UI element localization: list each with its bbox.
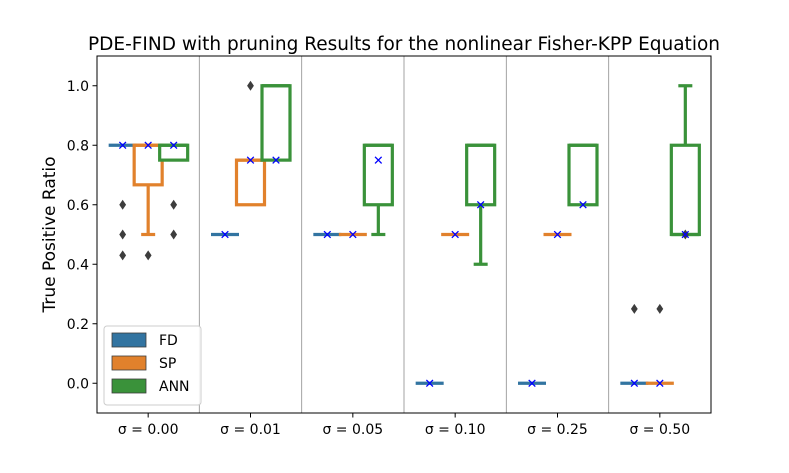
box-sp [234, 80, 267, 207]
box-sp [543, 230, 572, 239]
box-fd [620, 303, 649, 388]
legend-label-fd: FD [159, 333, 178, 349]
y-tick-label: 0.0 [67, 376, 89, 392]
box-sp [338, 230, 367, 239]
box-fd [108, 141, 137, 261]
mean-marker-stroke [144, 141, 152, 150]
legend: FD SP ANN [103, 325, 202, 406]
mean-marker [451, 230, 459, 239]
legend-swatch-ann [111, 378, 147, 394]
box-fd [211, 230, 239, 239]
legend-swatch-fd [111, 332, 147, 348]
x-tick-label: σ = 0.10 [425, 422, 486, 438]
outlier-point [119, 229, 127, 240]
box-body [362, 143, 394, 207]
outlier-point [630, 303, 638, 314]
mean-marker [579, 200, 587, 209]
box-ann [158, 141, 190, 240]
mean-marker [144, 141, 152, 150]
mean-marker [528, 379, 536, 388]
outlier-point [170, 199, 178, 210]
box-fd [313, 230, 342, 239]
y-axis-label: True Positive Ratio [40, 156, 60, 313]
outlier-point [119, 199, 127, 210]
mean-marker-stroke [630, 379, 639, 388]
mean-marker [374, 156, 383, 164]
mean-marker-stroke [169, 141, 178, 150]
mean-marker [323, 230, 332, 239]
outlier-point [119, 250, 127, 261]
mean-marker [118, 141, 127, 150]
chart-title: PDE-FIND with pruning Results for the no… [88, 34, 720, 55]
x-tick-label: σ = 0.25 [527, 422, 588, 438]
mean-marker-stroke [246, 156, 255, 164]
mean-marker-stroke [451, 230, 459, 239]
mean-marker [246, 156, 255, 164]
mean-marker [476, 200, 485, 209]
mean-marker-stroke [656, 379, 664, 388]
mean-marker [656, 379, 664, 388]
box-ann [260, 84, 292, 164]
x-tick-label: σ = 0.50 [629, 422, 690, 438]
outlier-point [144, 250, 152, 261]
mean-marker [553, 230, 562, 239]
plot-area [108, 56, 701, 413]
mean-marker-stroke [425, 379, 434, 388]
mean-marker-stroke [374, 156, 383, 164]
box-body [132, 143, 164, 187]
box-body [669, 143, 701, 237]
box-sp [645, 303, 674, 388]
mean-marker [169, 141, 178, 150]
y-tick-label: 0.6 [67, 198, 89, 214]
mean-marker [681, 230, 690, 239]
y-tick-label: 0.8 [67, 138, 89, 154]
mean-marker [221, 230, 229, 239]
x-tick-label: σ = 0.01 [220, 422, 281, 438]
box-body [465, 143, 497, 207]
plot-frame [96, 55, 712, 414]
mean-marker [630, 379, 639, 388]
outlier-point [656, 303, 664, 314]
outlier-point [247, 80, 254, 91]
legend-label-ann: ANN [159, 379, 190, 395]
mean-marker-stroke [349, 230, 357, 239]
box-ann [669, 84, 701, 240]
mean-marker-stroke [681, 230, 690, 239]
mean-marker-stroke [553, 230, 562, 239]
mean-marker [272, 156, 280, 164]
y-tick-label: 0.2 [67, 317, 89, 333]
box-ann [567, 143, 599, 209]
y-tick-label: 1.0 [67, 79, 89, 95]
box-body [158, 143, 190, 162]
mean-marker-stroke [221, 230, 229, 239]
mean-marker-stroke [323, 230, 332, 239]
mean-marker-stroke [579, 200, 587, 209]
mean-marker-stroke [476, 200, 485, 209]
box-sp [132, 141, 164, 261]
mean-marker-stroke [118, 141, 127, 150]
box-body [567, 143, 599, 207]
box-body [234, 158, 267, 207]
x-tick-label: σ = 0.05 [322, 422, 383, 438]
box-ann [465, 143, 497, 266]
legend-swatch-sp [111, 355, 147, 371]
box-fd [518, 379, 546, 388]
box-fd [415, 379, 444, 388]
mean-marker [425, 379, 434, 388]
outlier-point [170, 229, 178, 240]
mean-marker-stroke [528, 379, 536, 388]
legend-label-sp: SP [159, 356, 176, 372]
mean-marker-stroke [272, 156, 280, 164]
box-body [260, 84, 292, 162]
box-sp [441, 230, 470, 239]
box-ann [362, 143, 394, 237]
axes: 0.0 0.2 0.4 0.6 0.8 1.0 σ = 0.00 σ = 0.01 σ = 0.… [67, 55, 712, 438]
mean-marker [349, 230, 357, 239]
x-tick-label: σ = 0.00 [118, 422, 179, 438]
y-tick-label: 0.4 [67, 257, 89, 273]
